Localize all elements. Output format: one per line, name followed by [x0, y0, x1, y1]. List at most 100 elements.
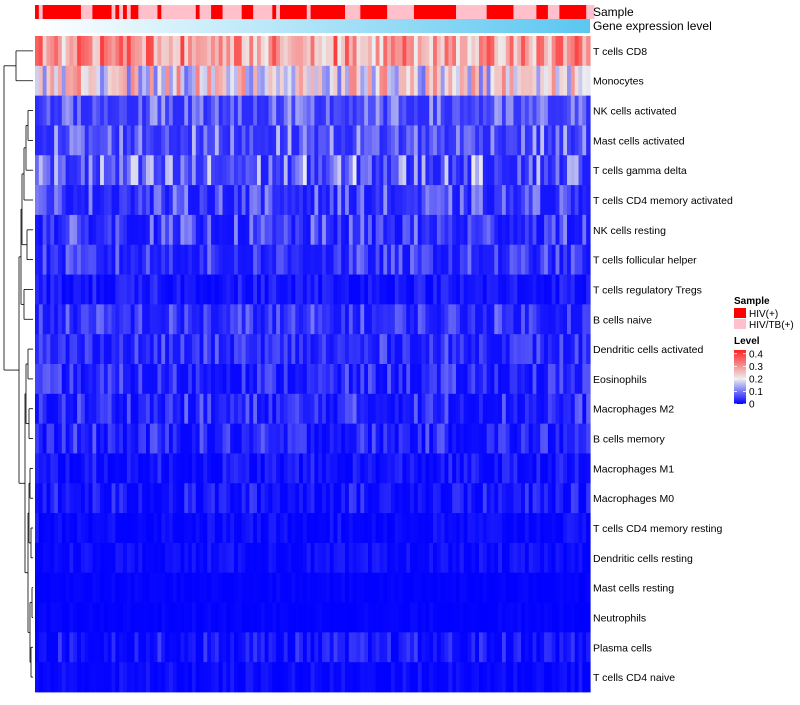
heatmap-cell [456, 513, 461, 544]
heatmap-cell [54, 364, 59, 395]
heatmap-cell [356, 364, 361, 395]
heatmap-cell [402, 155, 407, 186]
heatmap-cell [364, 244, 369, 275]
heatmap-cell [80, 364, 86, 395]
heatmap-cell [394, 334, 400, 365]
heatmap-cell [463, 662, 469, 693]
heatmap-cell [287, 572, 293, 603]
heatmap-cell [138, 423, 143, 454]
heatmap-cell [563, 125, 568, 156]
heatmap-cell [341, 274, 346, 305]
heatmap-cell [532, 244, 538, 275]
heatmap-cell [448, 393, 453, 425]
heatmap-cell [318, 364, 323, 395]
sample-annotation-cell [452, 5, 457, 19]
heatmap-cell [337, 185, 342, 216]
row-label: Plasma cells [593, 642, 652, 654]
heatmap-cell [413, 334, 419, 365]
heatmap-cell [184, 423, 189, 454]
heatmap-cell [532, 483, 538, 514]
heatmap-cell [268, 214, 273, 246]
heatmap-cell [226, 602, 231, 633]
heatmap-cell [50, 214, 55, 246]
heatmap-cell [88, 662, 94, 693]
heatmap-cell [199, 155, 205, 186]
heatmap-cell [299, 542, 304, 574]
heatmap-cell [287, 602, 293, 633]
heatmap-cell [459, 513, 465, 544]
heatmap-cell [521, 304, 526, 335]
heatmap-cell [356, 214, 361, 246]
heatmap-cell [100, 185, 105, 216]
heatmap-cell [69, 304, 74, 335]
heatmap-cell [138, 662, 143, 693]
heatmap-cell [375, 185, 381, 216]
heatmap-cell [264, 393, 270, 425]
heatmap-cell [226, 214, 231, 246]
heatmap-cell [406, 602, 411, 633]
heatmap-cell [264, 36, 270, 67]
heatmap-cell [123, 662, 128, 693]
heatmap-cell [425, 542, 430, 574]
heatmap-cell [172, 602, 178, 633]
heatmap-cell [463, 95, 469, 126]
heatmap-cell [35, 453, 40, 484]
heatmap-cell [456, 364, 461, 395]
heatmap-cell [333, 214, 338, 246]
heatmap-cell [574, 274, 580, 305]
heatmap-cell [501, 155, 507, 186]
heatmap-cell [142, 513, 147, 544]
heatmap-cell [551, 542, 557, 574]
heatmap-cell [517, 542, 522, 574]
heatmap-cell [149, 244, 155, 275]
heatmap-cell [348, 453, 354, 484]
heatmap-cell [494, 95, 499, 126]
heatmap-cell [310, 423, 316, 454]
heatmap-cell [96, 65, 101, 97]
heatmap-cell [35, 364, 40, 395]
heatmap-cell [586, 423, 591, 454]
heatmap-cell [559, 632, 564, 663]
heatmap-cell [490, 572, 495, 603]
heatmap-cell [383, 542, 388, 574]
heatmap-cell [176, 244, 182, 275]
heatmap-cell [291, 304, 296, 335]
heatmap-cell [341, 214, 346, 246]
heatmap-cell [100, 304, 105, 335]
heatmap-cell [295, 274, 300, 305]
heatmap-cell [126, 155, 132, 186]
heatmap-cell [195, 542, 201, 574]
heatmap-cell [184, 364, 189, 395]
heatmap-cell [471, 662, 476, 693]
sample-annotation-cell [84, 5, 90, 19]
heatmap-cell [310, 542, 316, 574]
heatmap-cell [314, 185, 319, 216]
heatmap-cell [567, 65, 572, 97]
heatmap-cell [360, 632, 365, 663]
heatmap-cell [42, 36, 48, 67]
heatmap-cell [337, 572, 342, 603]
heatmap-cell [249, 214, 254, 246]
heatmap-cell [283, 513, 289, 544]
heatmap-cell [452, 483, 457, 514]
heatmap-cell [475, 423, 480, 454]
heatmap-cell [333, 244, 338, 275]
heatmap-cell [299, 334, 304, 365]
heatmap-cell [532, 214, 538, 246]
heatmap-cell [88, 334, 94, 365]
heatmap-cell [547, 185, 553, 216]
heatmap-cell [260, 155, 266, 186]
heatmap-cell [463, 542, 469, 574]
heatmap-cell [264, 602, 270, 633]
heatmap-cell [563, 364, 568, 395]
heatmap-cell [398, 185, 404, 216]
heatmap-cell [168, 602, 174, 633]
heatmap-cell [84, 185, 90, 216]
heatmap-cell [65, 155, 71, 186]
heatmap-cell [149, 483, 155, 514]
heatmap-cell [452, 36, 457, 67]
heatmap-cell [260, 36, 266, 67]
heatmap-cell [482, 632, 488, 663]
heatmap-cell [234, 483, 239, 514]
